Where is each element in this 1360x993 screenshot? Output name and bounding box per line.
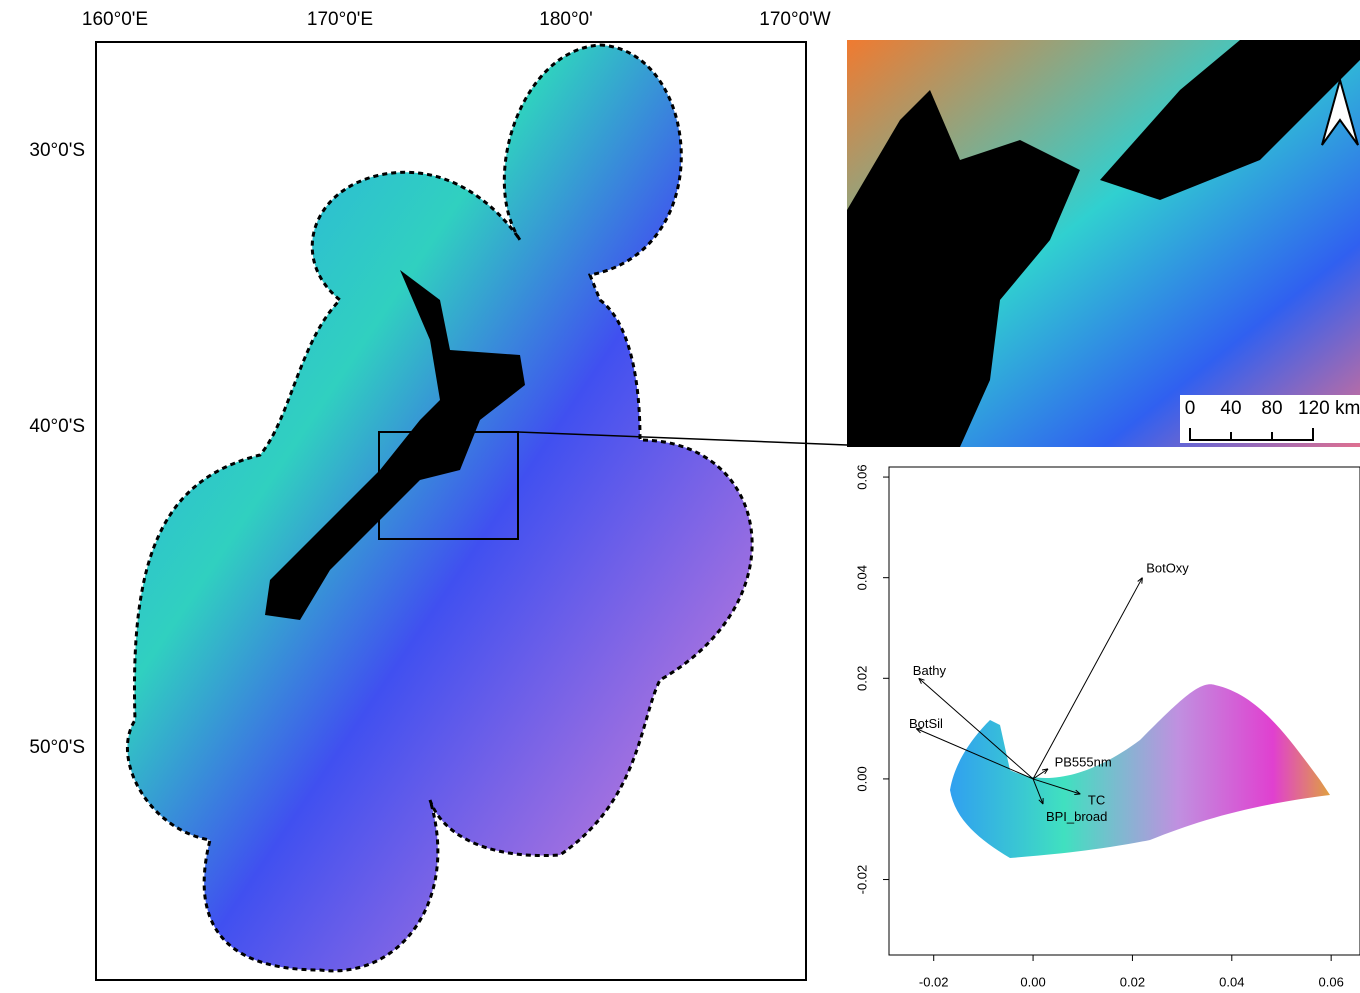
y-tick-label: 0.02 bbox=[854, 666, 869, 691]
y-tick-label: 0.04 bbox=[854, 565, 869, 590]
lat-label: 30°0'S bbox=[29, 140, 85, 161]
lat-label: 40°0'S bbox=[29, 416, 85, 437]
lon-label: 170°0'E bbox=[307, 9, 373, 30]
arrow-label: TC bbox=[1088, 792, 1105, 807]
y-tick-label: 0.00 bbox=[854, 766, 869, 791]
study-region bbox=[127, 45, 752, 971]
y-tick-label: -0.02 bbox=[854, 865, 869, 895]
arrow-label: Bathy bbox=[913, 663, 947, 678]
x-tick-label: 0.02 bbox=[1120, 974, 1145, 989]
x-tick-label: 0.00 bbox=[1020, 974, 1045, 989]
y-tick-label: 0.06 bbox=[854, 464, 869, 489]
inset-map: 0 40 80 120 km N bbox=[847, 40, 1360, 447]
arrow-label: BotSil bbox=[909, 716, 943, 731]
x-tick-label: -0.02 bbox=[919, 974, 949, 989]
x-tick-label: 0.06 bbox=[1319, 974, 1344, 989]
plot-frame bbox=[889, 467, 1360, 955]
biplot: -0.02 0.00 0.02 0.04 0.06 -0.02 0.00 0.02 0.04 0.… bbox=[854, 464, 1360, 989]
main-map: 160°0'E 170°0'E 180°0' 170°0'W 30°0'S 40… bbox=[29, 9, 847, 980]
scale-label: 120 km bbox=[1298, 398, 1360, 419]
arrow-label: BotOxy bbox=[1146, 560, 1189, 575]
figure: 160°0'E 170°0'E 180°0' 170°0'W 30°0'S 40… bbox=[0, 0, 1360, 993]
x-tick-label: 0.04 bbox=[1219, 974, 1244, 989]
lon-label: 170°0'W bbox=[759, 9, 830, 30]
north-label: N bbox=[1333, 53, 1347, 74]
scale-label: 0 bbox=[1185, 398, 1196, 419]
scale-label: 80 bbox=[1261, 398, 1282, 419]
lon-label: 160°0'E bbox=[82, 9, 148, 30]
lon-label: 180°0' bbox=[539, 9, 593, 30]
scale-label: 40 bbox=[1220, 398, 1241, 419]
arrow-label: BPI_broad bbox=[1046, 809, 1107, 824]
lat-label: 50°0'S bbox=[29, 737, 85, 758]
arrow-label: PB555nm bbox=[1055, 755, 1112, 770]
